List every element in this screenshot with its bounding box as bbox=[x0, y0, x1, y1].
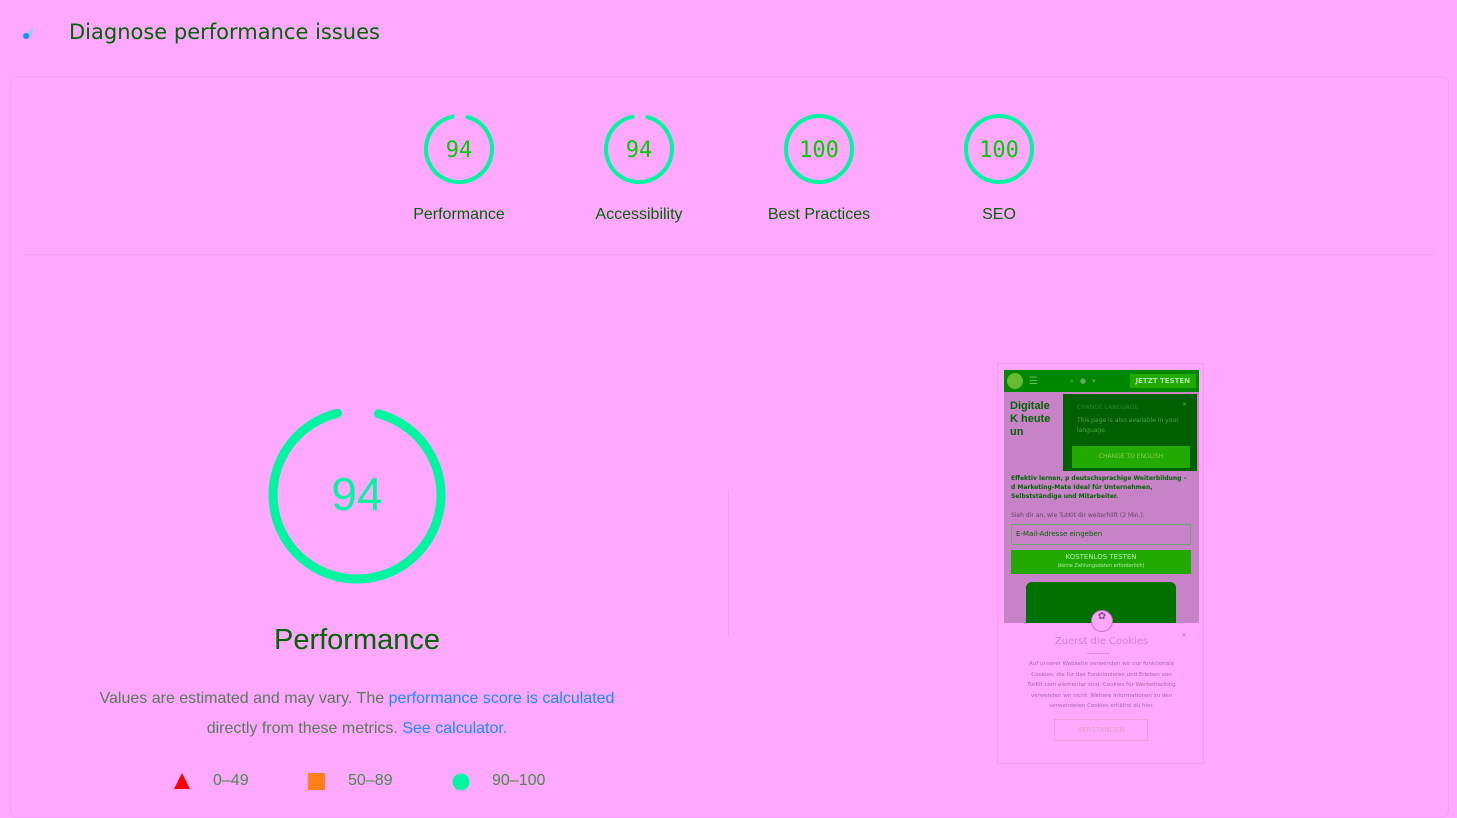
performance-title: Performance bbox=[273, 624, 440, 656]
square-icon bbox=[308, 773, 325, 790]
gauge-ring: 94 bbox=[424, 114, 494, 184]
score-gauge-accessibility[interactable]: 94 Accessibility bbox=[559, 112, 719, 224]
section-header: Diagnose performance issues bbox=[0, 0, 1457, 68]
user-icon: ● bbox=[1079, 377, 1086, 385]
score-calculated-link[interactable]: performance score is calculated bbox=[388, 690, 615, 707]
close-icon: × bbox=[1181, 401, 1187, 408]
score-gauge-seo[interactable]: 100 SEO bbox=[919, 112, 1079, 224]
legend-average: 50–89 bbox=[308, 772, 393, 790]
vertical-divider bbox=[728, 490, 729, 635]
free-label: KOSTENLOS TESTEN bbox=[1065, 553, 1137, 561]
gauge-label: SEO bbox=[982, 206, 1016, 223]
cookie-text: Auf unserer Webseite verwenden wir nur f… bbox=[1027, 661, 1176, 709]
gauge-label: Best Practices bbox=[767, 206, 871, 223]
gauge-arc bbox=[268, 406, 446, 584]
gauge-ring: 100 bbox=[964, 114, 1034, 184]
gauge-label: Accessibility bbox=[595, 206, 683, 223]
verstanden-button: VERSTANDEN bbox=[1054, 719, 1148, 741]
lighthouse-icon bbox=[22, 28, 34, 39]
hero-headline: Digitale K heute un bbox=[1010, 400, 1051, 438]
close-icon: × bbox=[1181, 631, 1187, 639]
legend-label: 0–49 bbox=[213, 772, 249, 789]
logo-icon bbox=[1007, 373, 1023, 389]
site-nav: ☰ ⌕ ● ▾ JETZT TESTEN bbox=[1004, 370, 1199, 392]
lang-text: This page is also available in your lang… bbox=[1077, 417, 1179, 434]
gauge-score: 94 bbox=[446, 138, 473, 163]
hero-sub: Sieh dir an, wie TutKit dir weiterhilft … bbox=[1011, 512, 1145, 519]
jetzt-testen-button: JETZT TESTEN bbox=[1129, 374, 1196, 388]
cookie-title: Zuerst die Cookies bbox=[1054, 636, 1149, 647]
page-screenshot[interactable]: ☰ ⌕ ● ▾ JETZT TESTEN Digitale K heute un… bbox=[997, 363, 1204, 764]
score-gauge-best-practices[interactable]: 100 Best Practices bbox=[739, 112, 899, 224]
gauge-ring: 100 bbox=[784, 114, 854, 184]
gauge-score: 94 bbox=[331, 468, 382, 520]
hero-intro: Effektiv lernen, p deutschsprachige Weit… bbox=[1011, 475, 1187, 500]
performance-gauge: 94 bbox=[268, 406, 446, 584]
email-field: E-Mail-Adresse eingeben bbox=[1011, 524, 1191, 545]
menu-icon: ☰ bbox=[1029, 375, 1038, 387]
language-popup: CHANGE LANGUAGE × This page is also avai… bbox=[1063, 394, 1197, 471]
desc-text: Values are estimated and may vary. The bbox=[99, 690, 389, 707]
cookie-icon: ✿ bbox=[1091, 610, 1113, 632]
divider bbox=[24, 254, 1434, 255]
gauge-ring: 94 bbox=[604, 114, 674, 184]
triangle-icon bbox=[174, 773, 190, 789]
cookie-banner: ✿ × Zuerst die Cookies Auf unserer Webse… bbox=[1004, 610, 1199, 759]
change-to-english-button: CHANGE TO ENGLISH bbox=[1072, 446, 1190, 468]
performance-description: Values are estimated and may vary. The p… bbox=[60, 684, 654, 744]
gauge-score: 100 bbox=[979, 138, 1019, 163]
see-calculator-link[interactable]: See calculator. bbox=[402, 720, 508, 737]
legend-label: 50–89 bbox=[348, 772, 393, 789]
legend-fail: 0–49 bbox=[173, 772, 249, 790]
legend-label: 90–100 bbox=[492, 772, 546, 789]
cart-icon: ▾ bbox=[1092, 377, 1096, 385]
kostenlos-testen-button: KOSTENLOS TESTEN (keine Zahlungsdaten erf… bbox=[1011, 550, 1191, 574]
lang-title: CHANGE LANGUAGE bbox=[1077, 404, 1139, 411]
phone-preview: ☰ ⌕ ● ▾ JETZT TESTEN Digitale K heute un… bbox=[1004, 370, 1199, 759]
score-gauge-performance[interactable]: 94 Performance bbox=[379, 112, 539, 224]
gauge-label: Performance bbox=[413, 206, 505, 223]
circle-icon bbox=[452, 773, 470, 790]
free-sub: (keine Zahlungsdaten erforderlich) bbox=[1057, 563, 1145, 569]
gauge-score: 100 bbox=[799, 138, 839, 163]
gauge-score: 94 bbox=[626, 138, 653, 163]
legend-pass: 90–100 bbox=[452, 772, 545, 790]
desc-text: directly from these metrics. bbox=[206, 720, 403, 737]
search-icon: ⌕ bbox=[1069, 376, 1074, 385]
section-title: Diagnose performance issues bbox=[69, 20, 380, 44]
